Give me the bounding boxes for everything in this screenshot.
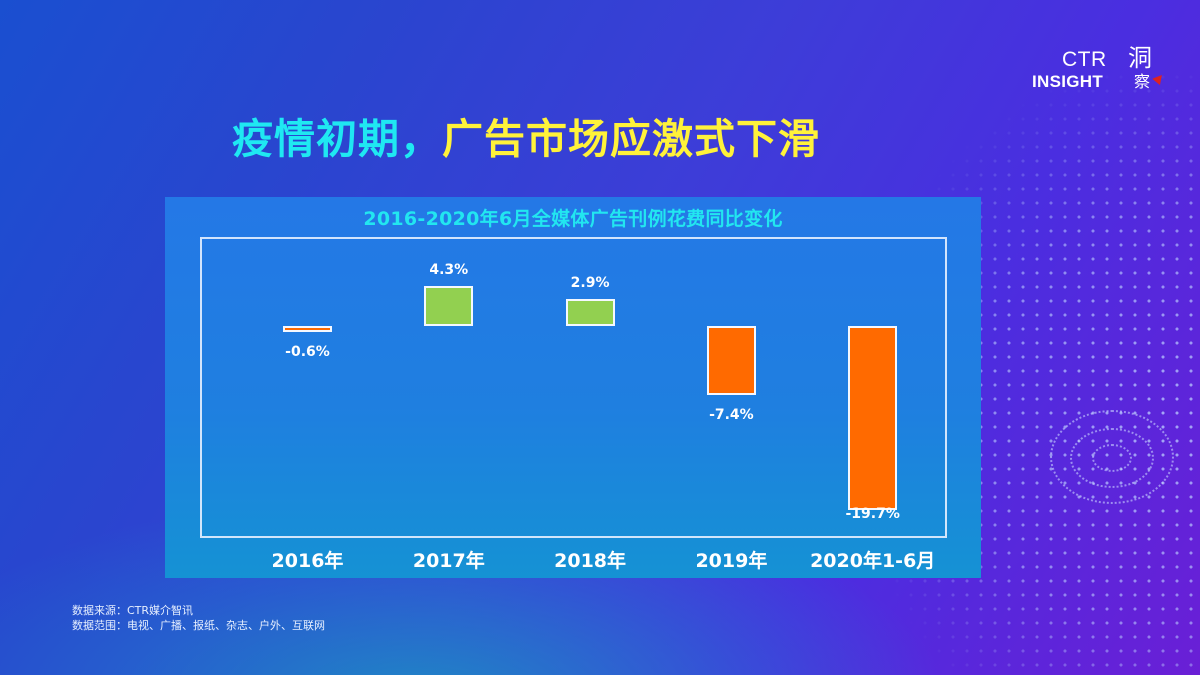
bar-1 [283, 326, 332, 332]
chart-plot-frame [200, 237, 947, 538]
data-label: -7.4% [709, 407, 754, 424]
x-axis-label: 2016年 [271, 550, 344, 572]
x-axis-label: 2018年 [554, 550, 627, 572]
trend-arrow-icon [1152, 71, 1166, 86]
logo-cn-top: 洞 [1128, 44, 1152, 72]
logo-cn-bottom: 察 [1134, 72, 1151, 91]
headline-part-2: 广告市场应激式下滑 [442, 115, 820, 163]
chart-title: 2016-2020年6月全媒体广告刊例花费同比变化 [363, 208, 783, 230]
footnote: 数据来源：CTR媒介智讯 数据范围：电视、广播、报纸、杂志、户外、互联网 [72, 603, 325, 633]
bar-2 [424, 285, 474, 326]
logo-text-insight: INSIGHT [1032, 72, 1104, 91]
chart-panel: 2016-2020年6月全媒体广告刊例花费同比变化 -0.6% 4.3% 2.9% -… [165, 197, 981, 578]
data-label: 2.9% [570, 274, 610, 291]
swirl-decoration [1050, 410, 1174, 504]
logo-text-ctr: CTR [1062, 48, 1107, 71]
data-source-note: 数据来源：CTR媒介智讯 [72, 604, 194, 617]
swirl-decoration [1092, 444, 1132, 472]
data-scope-note: 数据范围：电视、广播、报纸、杂志、户外、互联网 [72, 619, 325, 632]
swirl-decoration [1070, 428, 1154, 488]
data-label: 4.3% [429, 261, 469, 278]
bar-4 [706, 326, 756, 396]
bar-5 [848, 326, 898, 511]
headline-part-1: 疫情初期， [232, 115, 442, 163]
x-axis-label: 2017年 [412, 550, 485, 572]
x-axis-label: 2019年 [695, 550, 768, 572]
ctr-insight-logo: CTR INSIGHT 洞 察 [1030, 36, 1170, 96]
x-axis-label: 2020年1-6月 [810, 550, 936, 572]
data-label: -19.7% [845, 506, 900, 523]
data-label: -0.6% [285, 344, 330, 360]
slide-headline: 疫情初期，广告市场应激式下滑 [232, 105, 820, 163]
bar-3 [565, 298, 615, 326]
